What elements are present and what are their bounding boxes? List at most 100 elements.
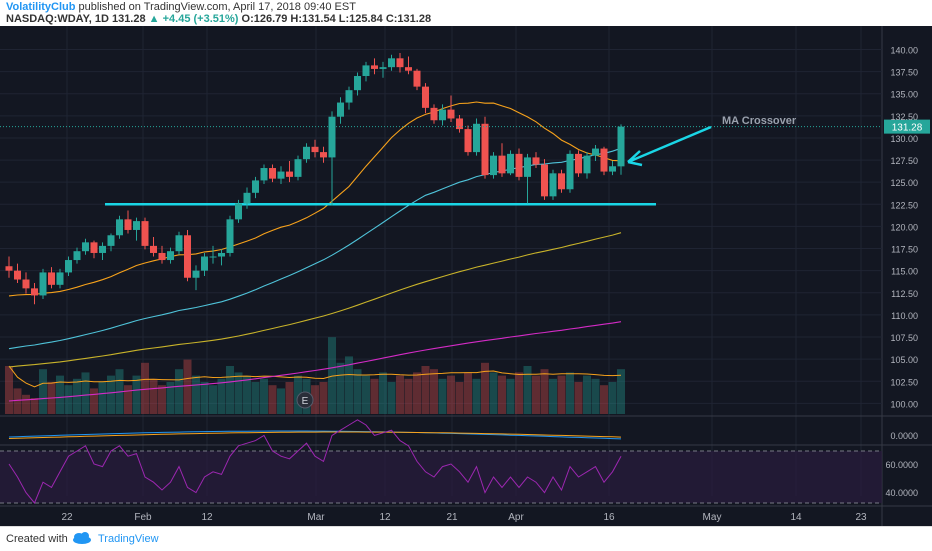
tradingview-logo-icon bbox=[73, 532, 91, 544]
candle-body bbox=[22, 279, 30, 289]
candle-body bbox=[311, 146, 319, 153]
candle-body bbox=[124, 219, 132, 230]
time-tick-label: Feb bbox=[134, 512, 152, 523]
candle-body bbox=[498, 155, 506, 174]
candle-body bbox=[39, 272, 47, 296]
candle-body bbox=[337, 102, 344, 117]
candle-body bbox=[209, 256, 217, 258]
price-axis-panel bbox=[882, 26, 932, 526]
candle-body bbox=[405, 67, 412, 71]
volume-bar bbox=[98, 382, 107, 414]
tradingview-brand-link[interactable]: TradingView bbox=[98, 533, 159, 545]
candle-body bbox=[31, 288, 38, 296]
candle-body bbox=[439, 109, 446, 121]
volume-bar bbox=[158, 385, 166, 414]
volume-bar bbox=[243, 375, 251, 414]
volume-bar bbox=[430, 369, 438, 414]
volume-bar bbox=[498, 375, 506, 414]
rsi-tick-label: 60.0000 bbox=[885, 460, 918, 470]
volume-bar bbox=[141, 362, 149, 414]
candle-body bbox=[90, 242, 98, 253]
volume-bar bbox=[387, 382, 396, 414]
candle-body bbox=[532, 157, 540, 165]
author-link[interactable]: VolatilityClub bbox=[6, 1, 76, 13]
candlestick-chart[interactable]: E MA Crossover 131.28 140.00 137.50 135.00 132… bbox=[0, 26, 932, 526]
price-tick-label: 130.00 bbox=[890, 134, 918, 144]
candle-body bbox=[422, 86, 429, 108]
ma20-line bbox=[8, 101, 622, 297]
candle-body bbox=[252, 180, 259, 193]
volume-bar bbox=[260, 378, 268, 414]
last-price: 131.28 bbox=[111, 13, 146, 25]
time-tick-label: 12 bbox=[201, 512, 213, 523]
volume-bar bbox=[251, 382, 260, 414]
created-with-label: Created with bbox=[6, 533, 68, 545]
last-price-tag bbox=[884, 119, 930, 134]
volume-bar bbox=[175, 369, 183, 414]
volume-bar bbox=[5, 366, 13, 414]
volume-bar bbox=[481, 362, 489, 414]
price-tick-label: 125.00 bbox=[890, 178, 918, 188]
volume-bar bbox=[438, 378, 447, 414]
candle-body bbox=[473, 123, 480, 153]
volume-bar bbox=[56, 375, 64, 414]
publish-info: published on TradingView.com, April 17, … bbox=[78, 1, 356, 13]
time-tick-label: 12 bbox=[379, 512, 391, 523]
volume-ma-line bbox=[8, 365, 622, 388]
annotation-arrow bbox=[627, 125, 712, 164]
volume-bar bbox=[396, 375, 404, 414]
volume-bar bbox=[226, 366, 234, 414]
candle-body bbox=[175, 235, 183, 252]
volume-bar bbox=[447, 375, 455, 414]
price-tick-label: 132.50 bbox=[890, 112, 918, 122]
volume-bar bbox=[370, 378, 379, 414]
candle-body bbox=[371, 65, 378, 69]
candle-body bbox=[73, 251, 81, 261]
publish-header: VolatilityClub published on TradingView.… bbox=[0, 0, 932, 26]
candle-body bbox=[150, 245, 157, 253]
time-tick-label: 14 bbox=[790, 512, 802, 523]
candle-body bbox=[107, 235, 115, 246]
annotation-label: MA Crossover bbox=[722, 115, 797, 127]
candle-body bbox=[14, 270, 21, 280]
volume-bar bbox=[200, 382, 209, 414]
candle-body bbox=[141, 221, 149, 246]
candle-body bbox=[5, 266, 13, 271]
candle-body bbox=[362, 65, 370, 77]
volume-bar bbox=[574, 382, 583, 414]
volume-bar bbox=[166, 382, 175, 414]
volume-bar bbox=[124, 385, 132, 414]
candle-body bbox=[575, 153, 582, 174]
time-tick-label: 22 bbox=[61, 512, 73, 523]
volume-bar bbox=[523, 366, 532, 414]
volume-bar bbox=[336, 362, 345, 414]
candle-body bbox=[286, 171, 293, 177]
candle-body bbox=[413, 70, 421, 87]
volume-bar bbox=[600, 385, 608, 414]
candle-body bbox=[260, 168, 268, 181]
volume-bar bbox=[234, 372, 243, 414]
volume-bar bbox=[64, 385, 73, 414]
rsi-tick-label: 40.0000 bbox=[885, 488, 918, 498]
volume-bar bbox=[566, 372, 574, 414]
volume-bar bbox=[489, 372, 498, 414]
volume-bar bbox=[506, 378, 515, 414]
candle-body bbox=[65, 260, 72, 273]
candle-body bbox=[490, 155, 497, 176]
candle-body bbox=[541, 164, 548, 197]
volume-bar bbox=[379, 372, 387, 414]
candle-body bbox=[396, 58, 404, 68]
volume-bar bbox=[362, 375, 370, 414]
candle-body bbox=[167, 251, 174, 261]
volume-bar bbox=[90, 388, 98, 414]
volume-bar bbox=[13, 388, 22, 414]
candle-body bbox=[226, 219, 234, 253]
price-tick-label: 115.00 bbox=[891, 267, 918, 277]
earnings-marker bbox=[296, 391, 314, 409]
volume-bar bbox=[192, 375, 200, 414]
price-tick-label: 135.00 bbox=[890, 90, 918, 100]
volume-bar bbox=[277, 388, 285, 414]
price-tick-label: 137.50 bbox=[890, 68, 918, 78]
candle-body bbox=[388, 58, 395, 68]
